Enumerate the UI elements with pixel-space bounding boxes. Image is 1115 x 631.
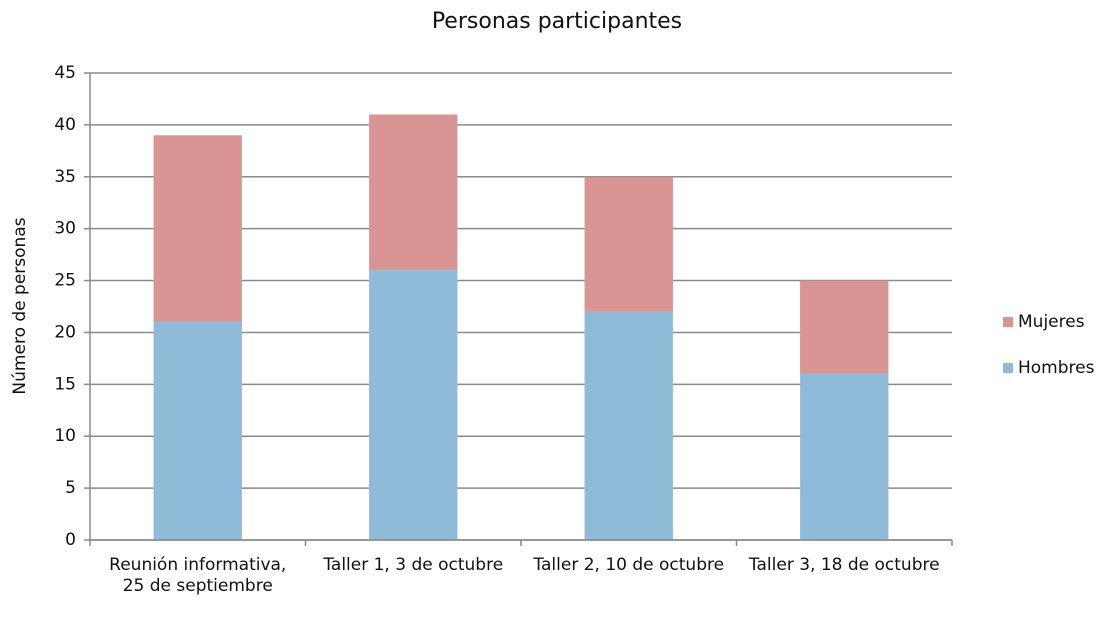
x-tick-label: Taller 1, 3 de octubre [323, 555, 504, 575]
y-tick-label: 15 [54, 374, 76, 394]
legend-label: Hombres [1018, 358, 1095, 378]
y-tick-label: 40 [54, 115, 76, 135]
bar-segment [584, 311, 673, 540]
y-tick-label: 25 [54, 271, 76, 291]
legend-swatch [1003, 317, 1013, 327]
legend-swatch [1003, 363, 1013, 373]
x-tick-label: Reunión informativa, 25 de septiembre [109, 555, 287, 596]
bar-segment [369, 114, 458, 271]
y-tick-label: 10 [54, 426, 76, 446]
bar-segment [800, 373, 889, 540]
y-tick-label: 20 [54, 322, 76, 342]
x-tick-label: Taller 3, 18 de octubre [748, 555, 940, 575]
bar-segment [800, 280, 889, 374]
y-tick-label: 30 [54, 219, 76, 239]
y-tick-label: 0 [65, 530, 76, 550]
bar-segment [153, 322, 242, 540]
x-tick-label: Taller 2, 10 de octubre [533, 555, 725, 575]
bar-segment [153, 135, 242, 323]
bar-segment [584, 176, 673, 312]
chart-title: Personas participantes [432, 9, 682, 34]
bar-segment [369, 270, 458, 540]
y-tick-label: 35 [54, 167, 76, 187]
y-tick-label: 5 [65, 478, 76, 498]
legend-label: Mujeres [1018, 312, 1085, 332]
y-tick-label: 45 [54, 63, 76, 83]
y-axis-label: Número de personas [10, 217, 30, 394]
